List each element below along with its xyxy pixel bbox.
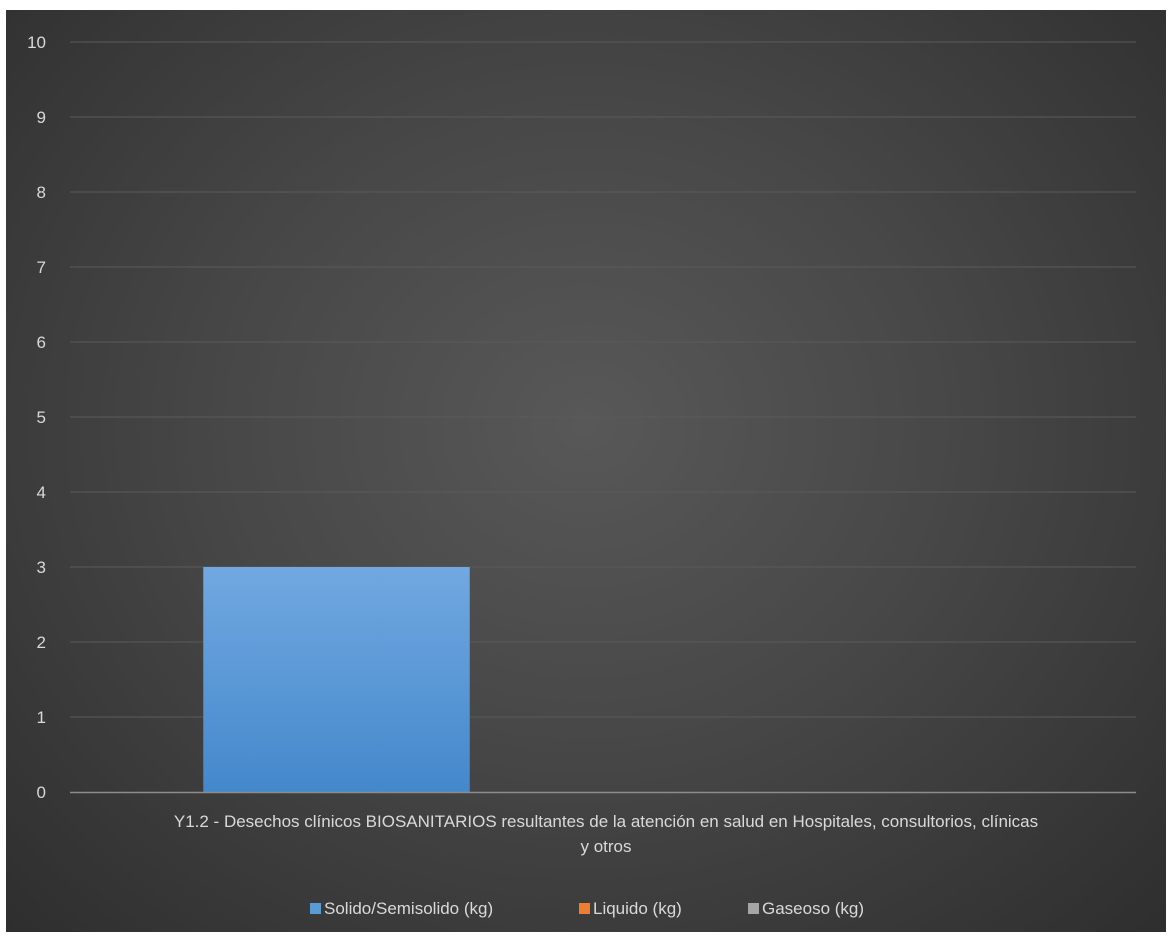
legend: Solido/Semisolido (kg) Liquido (kg) Gaseos… [310, 899, 864, 918]
y-tick-label: 10 [27, 33, 46, 52]
y-tick-label: 9 [37, 108, 46, 127]
y-tick-label: 1 [37, 708, 46, 727]
y-tick-label: 6 [37, 333, 46, 352]
legend-swatch [748, 903, 759, 914]
x-category-label-line: Y1.2 - Desechos clínicos BIOSANITARIOS r… [174, 812, 1038, 831]
y-tick-label: 7 [37, 258, 46, 277]
legend-label: Solido/Semisolido (kg) [324, 899, 493, 918]
x-category-label-line: y otros [580, 837, 631, 856]
bar-chart: 0 1 2 3 4 5 6 7 8 9 10 Y1.2 - Desechos clínicos BI… [27, 33, 1136, 918]
bars [203, 567, 470, 792]
legend-label: Liquido (kg) [593, 899, 682, 918]
x-axis-category-label: Y1.2 - Desechos clínicos BIOSANITARIOS r… [174, 812, 1038, 856]
y-tick-label: 4 [37, 483, 46, 502]
y-tick-label: 0 [37, 783, 46, 802]
legend-label: Gaseoso (kg) [762, 899, 864, 918]
y-tick-label: 3 [37, 558, 46, 577]
legend-swatch [579, 903, 590, 914]
y-tick-label: 5 [37, 408, 46, 427]
legend-swatch [310, 903, 321, 914]
y-tick-label: 2 [37, 633, 46, 652]
bar-solido-semisolido-kg [203, 567, 470, 792]
y-tick-label: 8 [37, 183, 46, 202]
chart-frame: 0 1 2 3 4 5 6 7 8 9 10 Y1.2 - Desechos clínicos BI… [6, 10, 1166, 932]
y-axis-tick-labels: 0 1 2 3 4 5 6 7 8 9 10 [27, 33, 46, 802]
